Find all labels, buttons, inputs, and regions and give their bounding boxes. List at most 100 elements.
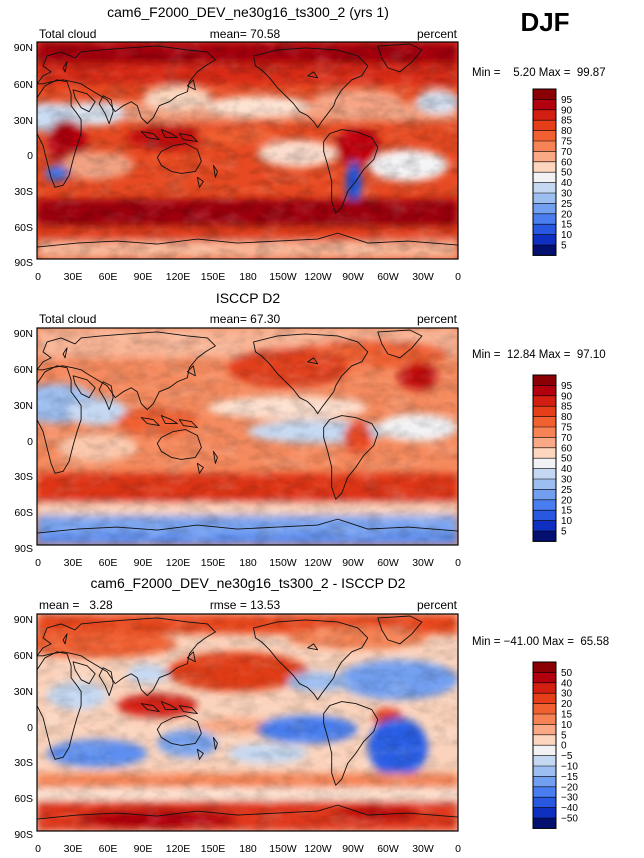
colorbar-swatch [533,703,556,715]
colorbar-level-label: 90 [561,105,573,116]
x-axis-labels: 0 30E 60E 90E 120E 150E 180 150W 120W 90… [35,557,461,569]
x-tick-label: 150E [201,557,226,569]
x-tick-label: 120E [166,271,191,283]
panel-title: cam6_F2000_DEV_ne30g16_ts300_2 - ISCCP D… [91,575,406,591]
colorbar-level-label: 40 [561,178,573,189]
panel-title: ISCCP D2 [216,290,281,306]
x-tick-label: 0 [35,557,41,569]
colorbar-level-label: −30 [561,793,578,804]
x-tick-label: 30E [64,557,83,569]
x-tick-label: 150W [269,843,297,855]
colorbar-swatch [533,151,556,163]
colorbar-level-label: 50 [561,454,573,465]
x-tick-label: 150E [201,271,226,283]
y-tick-label: 90S [14,829,33,841]
colorbar-level-label: 5 [561,241,567,252]
colorbar-swatch [533,234,556,246]
colorbar-swatch [533,245,556,256]
colorbar-level-label: 40 [561,678,573,689]
colorbar-swatch [533,520,556,532]
panel-diff: cam6_F2000_DEV_ne30g16_ts300_2 - ISCCP D… [14,575,609,855]
x-axis-labels: 0 30E 60E 90E 120E 150E 180 150W 120W 90… [35,843,461,855]
units-label: percent [417,27,458,41]
y-tick-label: 60N [14,650,33,662]
min-max-label: Min = −41.00 Max = 65.58 [472,636,609,648]
colorbar-swatch [533,395,556,407]
x-tick-label: 0 [455,557,461,569]
season-label: DJF [520,7,569,37]
y-axis-labels: 90N 60N 30N 0 30S 60S 90S [14,614,33,841]
y-tick-label: 30S [14,757,33,769]
colorbar-swatch [533,786,556,798]
x-tick-label: 120E [166,557,191,569]
colorbar-level-label: −5 [561,751,573,762]
x-tick-label: 60W [377,271,399,283]
colorbar-swatch [533,489,556,501]
y-axis-labels: 90N 60N 30N 0 30S 60S 90S [14,42,33,269]
colorbar-swatch [533,734,556,746]
colorbar-level-label: 30 [561,689,573,700]
y-axis-labels: 90N 60N 30N 0 30S 60S 90S [14,328,33,555]
y-tick-label: 60S [14,222,33,234]
x-tick-label: 30E [64,843,83,855]
colorbar-swatch [533,714,556,725]
x-tick-label: 90W [342,843,364,855]
y-tick-label: 30N [14,115,33,127]
colorbar-level-label: 85 [561,402,573,413]
colorbar-level-label: 25 [561,199,573,210]
colorbar-level-label: 20 [561,699,573,710]
x-tick-label: 30E [64,271,83,283]
colorbar-level-label: −15 [561,772,578,783]
colorbar-swatch [533,406,556,417]
mean-label: mean= 70.58 [210,27,281,41]
colorbar-swatch [533,458,556,469]
x-tick-label: 0 [35,271,41,283]
colorbar-level-label: 15 [561,710,573,721]
y-tick-label: 30S [14,471,33,483]
colorbar-swatch [533,682,556,694]
colorbar-swatch [533,172,556,183]
colorbar-level-label: 80 [561,126,573,137]
map-plot [37,614,458,831]
colorbar-swatch [533,510,556,521]
colorbar-swatch [533,531,556,542]
min-max-label: Min = 12.84 Max = 97.10 [472,349,606,361]
colorbar-level-label: 95 [561,381,573,392]
colorbar-swatch [533,672,556,684]
colorbar-swatch [533,213,556,225]
field-label: Total cloud [39,312,96,326]
colorbar-level-label: 40 [561,464,573,475]
colorbar-level-label: 5 [561,527,567,538]
colorbar-level-label: 50 [561,168,573,179]
colorbar-level-label: 10 [561,230,573,241]
y-tick-label: 60S [14,507,33,519]
colorbar-swatch [533,224,556,235]
colorbar-swatch [533,130,556,142]
map-frame [36,613,459,832]
y-tick-label: 30S [14,186,33,198]
colorbar-level-label: −20 [561,782,578,793]
x-tick-label: 60W [377,843,399,855]
colorbar-level-label: 75 [561,423,573,434]
units-label: percent [417,598,458,612]
colorbar-swatch [533,745,556,756]
x-tick-label: 90W [342,557,364,569]
x-tick-label: 120W [304,843,332,855]
x-tick-label: 150W [269,557,297,569]
colorbar-swatch [533,818,556,829]
y-tick-label: 60S [14,793,33,805]
field-label: Total cloud [39,27,96,41]
colorbar-level-label: −50 [561,814,578,825]
colorbar-level-label: 85 [561,116,573,127]
map-frame [36,41,459,260]
y-tick-label: 90N [14,614,33,626]
mean-label: mean= 67.30 [210,312,281,326]
x-tick-label: 30W [412,271,434,283]
x-tick-label: 90E [134,271,153,283]
colorbar-swatch [533,89,556,100]
x-tick-label: 60E [99,557,118,569]
y-tick-label: 30N [14,400,33,412]
mean-label: rmse = 13.53 [210,598,281,612]
x-tick-label: 60E [99,271,118,283]
